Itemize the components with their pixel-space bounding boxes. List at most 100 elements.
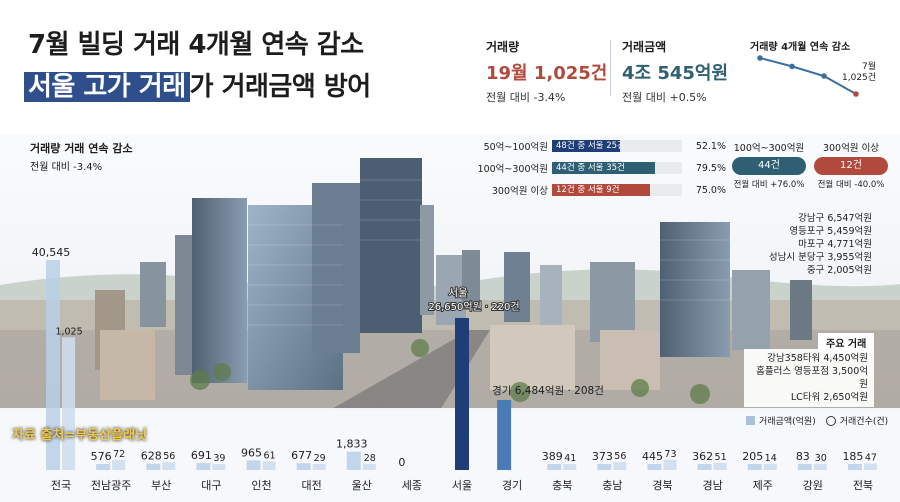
district-item: 중구 2,005억원 [806, 265, 872, 276]
trend-point [789, 63, 795, 70]
count-label: 28 [364, 453, 376, 464]
kpi-amount-value: 4조 545억원 [622, 63, 729, 84]
price-band-track: 44건 중 서울 35건 [552, 162, 682, 174]
amount-label: 1,833 [336, 438, 368, 451]
count-bar [262, 461, 276, 470]
amount-bar [597, 464, 612, 470]
amount-bar [697, 464, 712, 470]
amount-label: 691 [191, 449, 212, 462]
amount-label: 389 [542, 450, 563, 463]
count-bar [613, 462, 627, 470]
kpi-divider [610, 40, 611, 96]
trend-point [757, 55, 763, 61]
district-item: 성남시 분당구 3,955억원 [768, 252, 872, 263]
major-deal-item: 강남358타워 4,450억원 [767, 353, 868, 364]
price-band-fill: 44건 중 서울 35건 [552, 162, 656, 174]
count-bar [312, 464, 326, 470]
trend-point [853, 91, 859, 97]
count-label: 47 [865, 452, 877, 463]
legend-count-label: 거래건수(건) [839, 417, 889, 427]
price-band-pct: 52.1% [695, 140, 726, 152]
major-deals-title: 주요 거래 [818, 333, 875, 352]
kpi-volume: 거래량 19월 1,025건 전월 대비 -3.4% [486, 38, 607, 105]
price-band-label: 50억~100억원 [483, 142, 548, 153]
price-band-row: 100억~300억원 44건 중 서울 35건 79.5% [462, 161, 726, 175]
amount-bar [96, 464, 111, 470]
headline-highlight: 서울 고가 거래 [24, 72, 190, 102]
amount-bar [647, 464, 662, 470]
headline-rest: 가 거래금액 방어 [189, 72, 372, 102]
category-label: 인천 [251, 478, 271, 492]
price-band-fill: 12건 중 서울 9건 [552, 184, 650, 196]
trend-label: 7월 1,025건 [842, 62, 876, 84]
district-item: 영등포구 5,459억원 [789, 226, 872, 237]
headline-line2: 서울 고가 거래 가 거래금액 방어 [24, 66, 371, 103]
count-bar [362, 464, 376, 470]
amount-bar [46, 260, 61, 470]
seoul-detail: 26,650억원 · 220건 [428, 301, 519, 313]
amount-label: 677 [291, 449, 312, 462]
count-label: 61 [263, 450, 275, 461]
category-label: 전북 [853, 479, 873, 492]
amount-label: 83 [796, 450, 810, 463]
kpi-amount: 거래금액 4조 545억원 전월 대비 +0.5% [622, 38, 728, 105]
trend-label-month: 7월 [862, 62, 877, 72]
count-label: 56 [614, 451, 626, 462]
trend-label-value: 1,025건 [842, 73, 877, 83]
kpi-volume-sub: 전월 대비 -3.4% [486, 91, 566, 104]
trend-line [759, 57, 857, 95]
category-label: 경북 [652, 479, 672, 492]
count-bar [212, 464, 226, 470]
amount-label: 185 [842, 450, 863, 463]
amount-label: 628 [141, 450, 162, 463]
price-band-label: 300억원 이상 [491, 186, 548, 197]
count-bar [663, 459, 677, 470]
price-band-fill: 48건 중 서울 25건 [552, 140, 620, 152]
category-label: 서울 [452, 479, 472, 492]
price-band-row: 300억원 이상 12건 중 서울 9건 75.0% [462, 183, 726, 197]
price-band-pct: 79.5% [695, 162, 726, 174]
category-label: 전국 [51, 479, 71, 492]
count-label: 51 [715, 452, 727, 463]
pill-sub: 전월 대비 -40.0% [817, 180, 885, 190]
category-label: 부산 [151, 479, 171, 492]
major-deal-item: LC타워 2,650억원 [790, 392, 868, 403]
amount-label: 205 [742, 450, 763, 463]
kpi-volume-title: 거래량 [486, 40, 520, 54]
amount-bar [246, 460, 261, 470]
major-deal-item: 홈플러스 영등포점 3,500억원 [756, 366, 868, 390]
count-label: 72 [113, 449, 125, 460]
category-label: 전남광주 [91, 479, 131, 492]
amount-bar [346, 451, 361, 470]
category-label: 울산 [352, 479, 372, 492]
count-label: 14 [765, 453, 777, 464]
amount-label: 40,545 [32, 246, 71, 259]
chart-legend: 거래금액(억원) 거래건수(건) [746, 414, 888, 427]
trend-sparkline [757, 55, 859, 97]
count-label: 29 [314, 453, 326, 464]
count-label: 56 [163, 451, 175, 462]
category-label: 경기 [502, 479, 522, 492]
amount-bar [497, 400, 512, 470]
pill-group: 300억원 이상 12건 전월 대비 -40.0% [810, 140, 892, 190]
pill-sub: 전월 대비 +76.0% [733, 180, 805, 190]
category-label: 세종 [402, 479, 422, 492]
kpi-volume-value: 19월 1,025건 [486, 63, 608, 84]
count-bar [813, 464, 827, 470]
count-label: 39 [213, 453, 225, 464]
count-bar [863, 463, 877, 470]
count-label: 41 [564, 453, 576, 464]
amount-bar [547, 464, 562, 470]
count-bar [563, 464, 577, 470]
amount-bar [146, 463, 161, 470]
trend-point [821, 73, 827, 79]
district-ranking: 강남구 6,547억원 영등포구 5,459억원 마포구 4,771억원 성남시 분당… [752, 212, 872, 277]
pill-value: 44건 [732, 157, 806, 175]
category-label: 제주 [753, 479, 773, 492]
amount-label: 445 [642, 450, 663, 463]
count-label: 73 [664, 449, 676, 460]
amount-label: 0 [398, 456, 405, 469]
headline-line1: 7월 빌딩 거래 4개월 연속 감소 [28, 30, 364, 60]
seoul-bar [455, 318, 469, 470]
left-note-title: 거래량 거래 연속 감소 [30, 142, 133, 155]
